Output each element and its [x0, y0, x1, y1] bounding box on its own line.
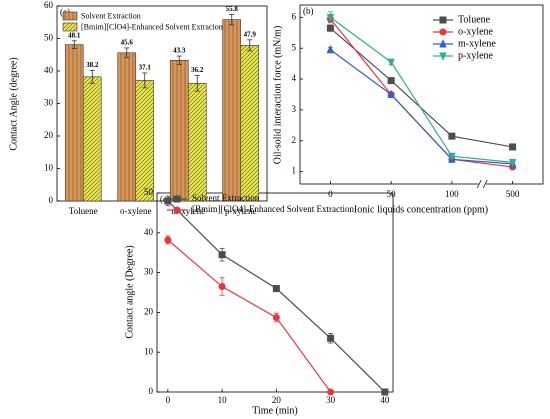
axis-break — [476, 179, 482, 189]
y-tick-label: 20 — [144, 306, 154, 316]
series-line — [167, 200, 386, 393]
y-tick-label: 10 — [144, 346, 154, 356]
x-tick-label: m-xylene — [171, 206, 205, 216]
y-tick-label: 0 — [149, 386, 154, 396]
y-axis-title: Contact angle (Degree) — [124, 245, 135, 338]
marker — [173, 195, 181, 203]
marker — [448, 132, 456, 140]
marker — [439, 52, 447, 61]
marker — [173, 206, 181, 214]
legend-label: o-xylene — [458, 26, 494, 37]
y-tick-label: 1 — [292, 166, 297, 176]
axis-break — [482, 179, 488, 189]
bar — [117, 52, 137, 202]
panel-label: (b) — [303, 6, 314, 16]
bar — [82, 76, 102, 202]
marker — [326, 24, 334, 32]
plot-frame — [299, 4, 544, 185]
y-axis-title: Contact Angle (degree) — [8, 57, 19, 150]
y-tick-label: 50 — [44, 33, 54, 43]
marker — [387, 77, 395, 85]
marker — [439, 28, 447, 36]
legend-label: Solvent Extraction — [81, 11, 141, 20]
bar — [135, 80, 155, 202]
marker — [327, 388, 335, 396]
marker — [387, 89, 395, 98]
y-tick-label: 30 — [44, 98, 54, 108]
x-tick-label: 0 — [328, 189, 333, 199]
marker — [508, 158, 517, 168]
marker — [272, 314, 280, 322]
y-tick-label: 10 — [44, 163, 54, 173]
y-tick-label: 30 — [144, 267, 154, 277]
marker — [509, 143, 517, 151]
legend-label: [Bmim][ClO4]-Enhanced Solvent Extraction — [192, 204, 354, 214]
x-tick-label: Toluene — [69, 206, 98, 216]
x-tick-label: 40 — [380, 395, 390, 405]
axis-break-gap — [478, 182, 487, 186]
legend-label: p-xylene — [458, 50, 494, 61]
marker — [327, 334, 335, 342]
marker — [448, 152, 456, 161]
bar — [240, 45, 260, 202]
y-tick-label: 6 — [292, 11, 297, 21]
x-tick-label: p-xylene — [225, 206, 257, 216]
legend-label: m-xylene — [458, 38, 496, 49]
x-tick-label: 0 — [166, 395, 171, 405]
data-label: 55.8 — [226, 5, 239, 13]
x-tick-label: 100 — [445, 189, 459, 199]
marker — [439, 16, 447, 24]
plot-frame — [156, 192, 394, 393]
y-tick-label: 60 — [44, 0, 54, 10]
y-tick-label: 40 — [144, 227, 154, 237]
marker — [387, 58, 395, 67]
bar — [222, 19, 242, 202]
y-tick-label: 20 — [44, 130, 54, 140]
marker — [326, 13, 335, 23]
x-axis-title: Time (min) — [252, 405, 297, 416]
data-label: 36.2 — [191, 66, 204, 74]
legend-label: Toluene — [458, 14, 491, 25]
x-tick-label: 10 — [218, 395, 228, 405]
marker — [381, 388, 389, 396]
legend-swatch — [62, 11, 78, 21]
data-label: 48.1 — [68, 31, 81, 39]
y-tick-label: 5 — [292, 42, 297, 52]
marker — [326, 45, 335, 54]
legend-label: Solvent Extraction — [192, 193, 260, 203]
y-tick-label: 3 — [292, 104, 297, 114]
marker — [218, 251, 226, 259]
y-tick-label: 40 — [44, 65, 54, 75]
legend-swatch — [62, 22, 78, 32]
y-tick-label: 50 — [144, 187, 154, 197]
y-tick-label: 4 — [292, 73, 297, 83]
x-tick-label: 500 — [506, 189, 520, 199]
bar — [64, 44, 84, 202]
marker — [164, 236, 172, 244]
data-label: 45.6 — [121, 39, 134, 47]
legend-label: [Bmim][ClO4]-Enhanced Solvent Extracion — [81, 22, 223, 31]
data-label: 38.2 — [86, 61, 99, 69]
series-line — [330, 49, 513, 165]
marker — [218, 283, 226, 291]
bar — [187, 83, 207, 202]
marker — [272, 285, 280, 293]
bar — [169, 59, 189, 202]
x-tick-label: 20 — [272, 395, 282, 405]
y-tick-label: 2 — [292, 135, 297, 145]
x-tick-label: 30 — [326, 395, 336, 405]
x-tick-label: 50 — [387, 189, 397, 199]
data-label: 47.9 — [244, 30, 257, 38]
y-tick-label: 0 — [49, 195, 54, 205]
data-label: 37.1 — [139, 64, 152, 72]
series-line — [167, 239, 332, 393]
marker — [164, 197, 172, 205]
y-axis-title: Oil-solid interaction force (mN/m) — [272, 26, 283, 165]
x-tick-label: o-xylene — [120, 206, 152, 216]
data-label: 43.3 — [173, 47, 186, 55]
marker — [439, 39, 447, 48]
series-line — [330, 16, 513, 163]
x-axis-title: Ionic liquids concentration (ppm) — [354, 204, 488, 215]
